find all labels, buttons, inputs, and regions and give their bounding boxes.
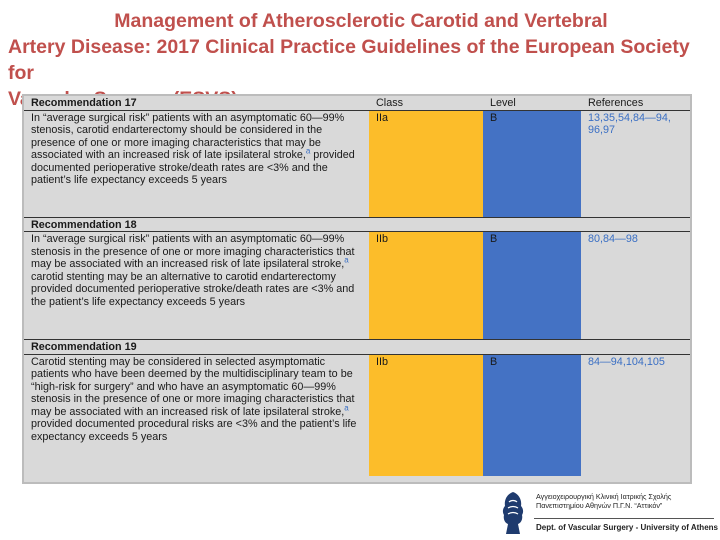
title-line-2: Artery Disease: 2017 Clinical Practice G… xyxy=(8,36,690,84)
university-emblem-icon xyxy=(502,492,524,534)
footer-greek-line-1: Αγγειοχειρουργική Κλινική Ιατρικής Σχολή… xyxy=(536,492,672,501)
footnote-marker: a xyxy=(305,146,311,156)
recommendation-heading-row: Recommendation 18 xyxy=(24,216,690,232)
recommendation-heading: Recommendation 19 xyxy=(24,339,690,355)
level-cell: B xyxy=(483,354,581,476)
table-row: Carotid stenting may be considered in se… xyxy=(24,354,690,476)
table-row: In “average surgical risk” patients with… xyxy=(24,110,690,217)
recommendation-heading: Recommendation 18 xyxy=(24,216,690,232)
header-recommendation: Recommendation 17 xyxy=(24,96,369,111)
footer-branding: Αγγειοχειρουργική Κλινική Ιατρικής Σχολή… xyxy=(498,488,720,540)
footnote-marker: a xyxy=(344,402,349,412)
recommendation-text: In “average surgical risk” patients with… xyxy=(31,111,355,187)
class-cell: IIa xyxy=(369,110,483,217)
level-cell: B xyxy=(483,231,581,340)
references-cell: 84—94,104,105 xyxy=(588,355,665,368)
table-header-row: Recommendation 17 Class Level References xyxy=(24,96,690,111)
header-class: Class xyxy=(369,96,483,111)
references-cell: 13,35,54,84—94, 96,97 xyxy=(588,111,671,137)
table-row: In “average surgical risk” patients with… xyxy=(24,231,690,340)
class-cell: IIb xyxy=(369,231,483,340)
level-cell: B xyxy=(483,110,581,217)
footer-divider xyxy=(534,518,714,519)
recommendation-text: Carotid stenting may be considered in se… xyxy=(31,355,357,443)
footnote-marker: a xyxy=(344,255,349,265)
recommendation-text: In “average surgical risk” patients with… xyxy=(31,233,355,308)
footer-department: Dept. of Vascular Surgery - University o… xyxy=(536,523,718,532)
footer-greek-text: Αγγειοχειρουργική Κλινική Ιατρικής Σχολή… xyxy=(536,492,671,510)
title-line-1: Management of Atherosclerotic Carotid an… xyxy=(114,10,608,32)
class-cell: IIb xyxy=(369,354,483,476)
references-cell: 80,84—98 xyxy=(588,233,638,245)
header-level: Level xyxy=(483,96,581,111)
recommendation-heading-row: Recommendation 19 xyxy=(24,339,690,355)
header-references: References xyxy=(581,96,690,111)
footer-greek-line-2: Πανεπιστημίου Αθηνών Π.Γ.Ν. “Αττικόν” xyxy=(536,501,663,510)
recommendations-table: Recommendation 17 Class Level References… xyxy=(22,94,692,484)
